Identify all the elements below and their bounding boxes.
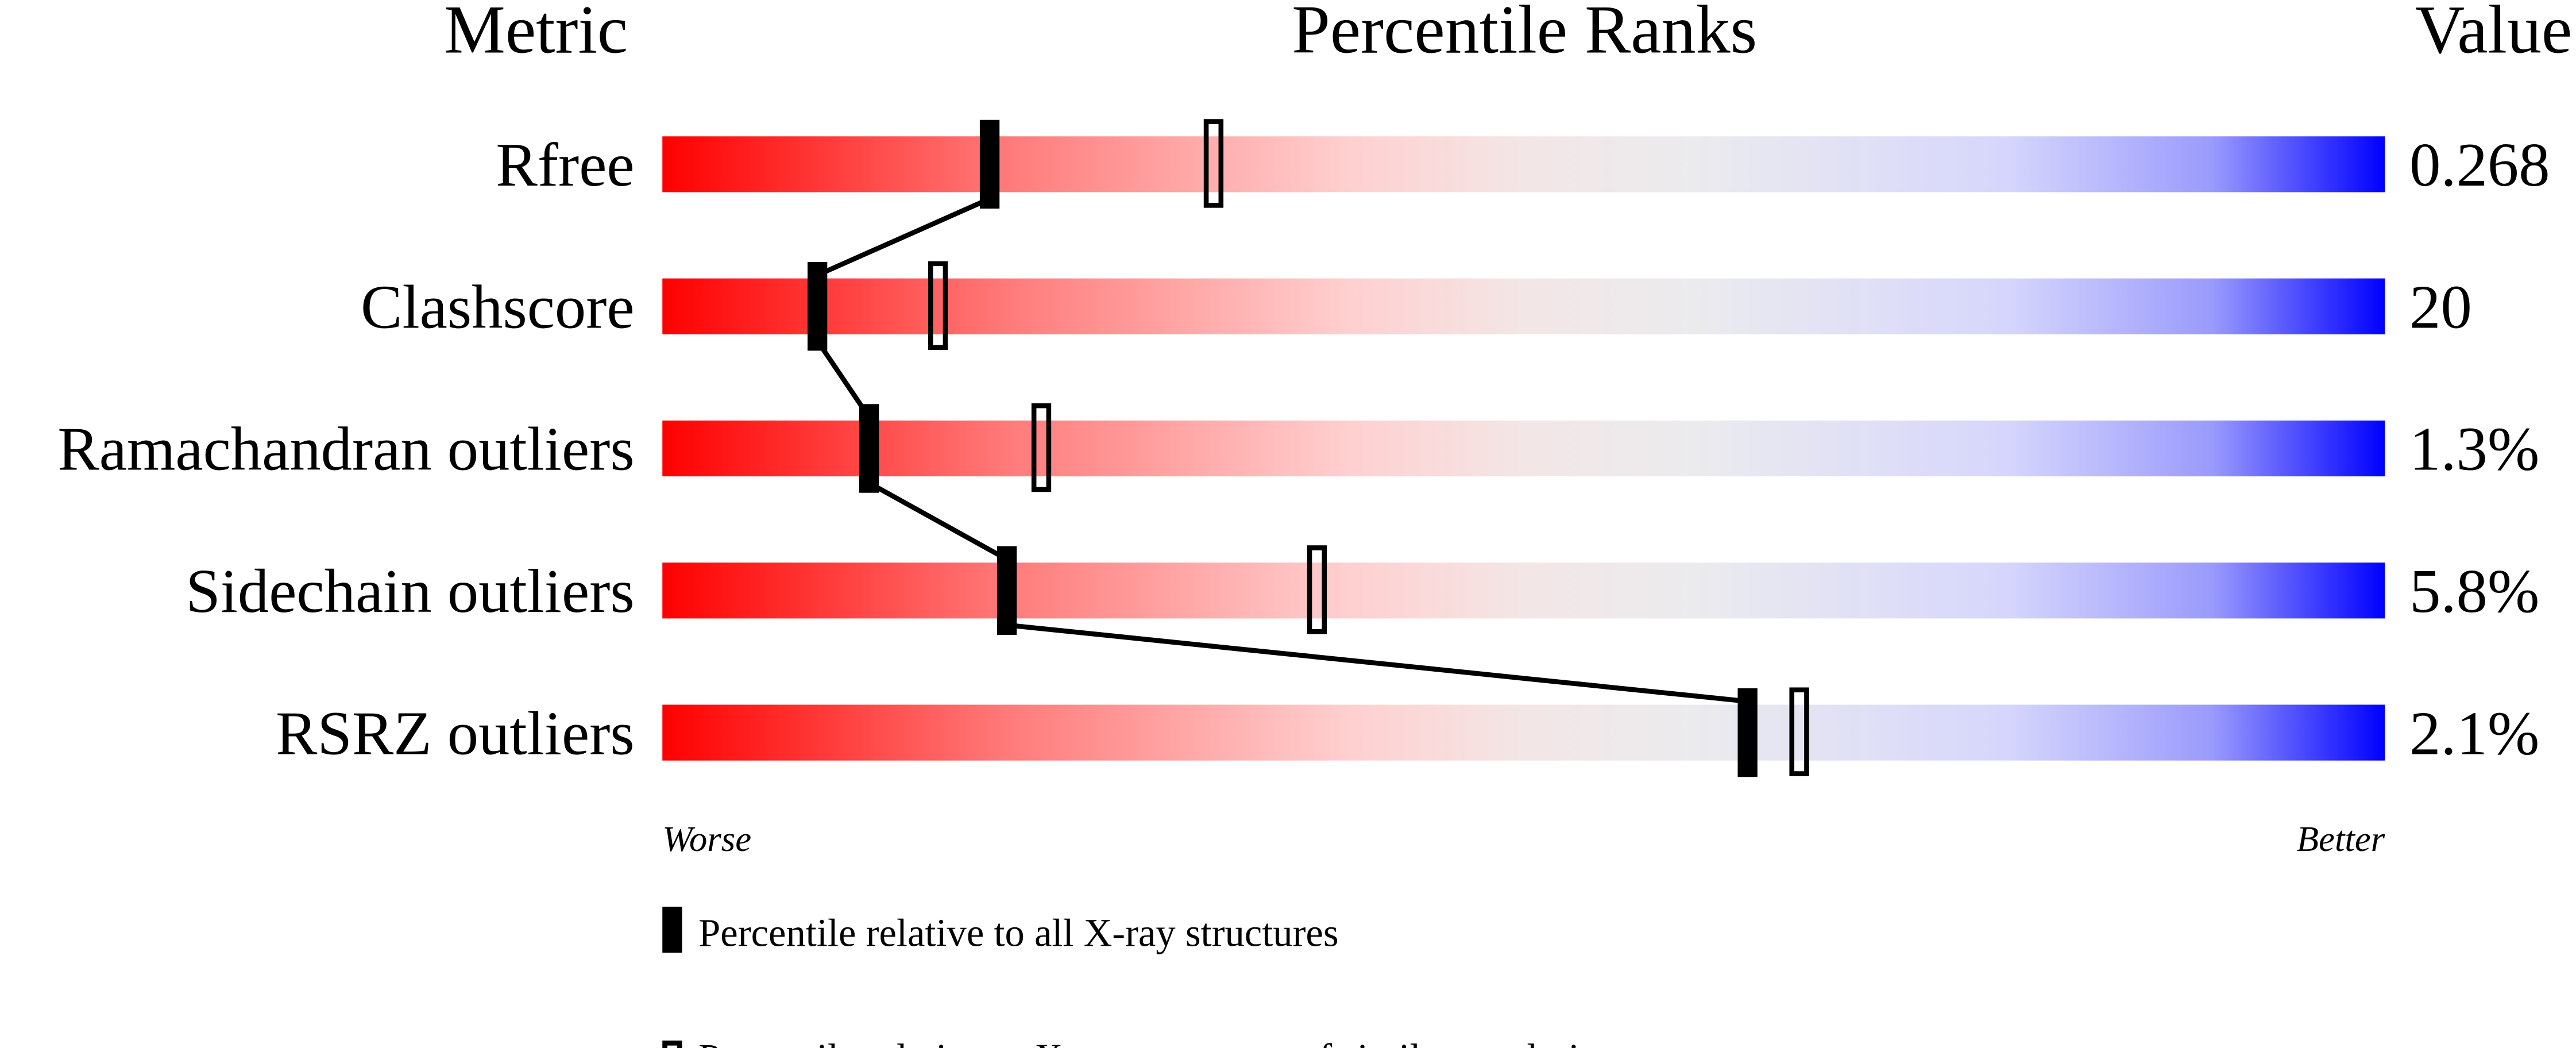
similar-resolution-marker [1031,403,1052,492]
header-metric: Metric [444,0,628,67]
header-value: Value [2415,0,2572,67]
metric-label: RSRZ outliers [276,699,635,768]
connector-line [1006,622,1748,704]
connector-line [868,480,1009,562]
metric-value: 1.3% [2409,415,2539,484]
percentile-bar [662,704,2385,761]
all-structures-marker [997,546,1017,635]
legend-open-marker-icon [662,1041,682,1048]
all-structures-marker [979,120,1000,209]
similar-resolution-marker [1307,545,1327,634]
percentile-bar [662,420,2385,477]
connector-line [816,196,991,278]
similar-resolution-marker [1203,119,1224,208]
metric-label: Sidechain outliers [186,557,634,626]
percentile-bar [662,136,2385,192]
metric-label: Ramachandran outliers [57,415,634,484]
metric-value: 5.8% [2409,557,2539,626]
worse-label: Worse [662,819,751,859]
similar-resolution-marker [928,261,948,350]
all-structures-marker [859,404,879,493]
metric-value: 2.1% [2409,699,2539,768]
percentile-bar [662,562,2385,619]
similar-resolution-marker [1789,687,1809,776]
metric-value: 0.268 [2409,130,2550,199]
all-structures-marker [808,262,828,351]
metric-value: 20 [2409,272,2472,341]
all-structures-marker [1737,688,1758,777]
legend-label-all: Percentile relative to all X-ray structu… [698,911,1338,955]
percentile-bar [662,278,2385,334]
better-label: Better [2297,819,2385,859]
header-percentile-ranks: Percentile Ranks [1292,0,1757,67]
metric-label: Clashscore [361,272,635,341]
legend-filled-marker-icon [662,907,682,953]
metric-label: Rfree [496,130,634,199]
legend-label-similar: Percentile relative to X-ray structures … [698,1036,1619,1048]
